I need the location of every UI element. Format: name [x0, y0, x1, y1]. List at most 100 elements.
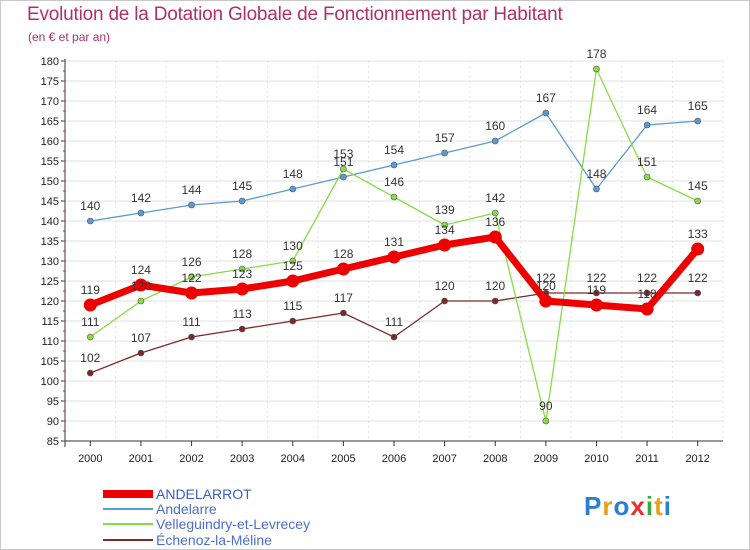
data-label-velleguindry-et-levrecey-2004: 130	[283, 239, 303, 253]
data-label--chenoz-la-m-line-2012: 122	[688, 271, 708, 285]
data-label-andelarrot-2000: 119	[81, 283, 100, 297]
data-point-velleguindry-et-levrecey-2004	[289, 257, 297, 265]
data-label--chenoz-la-m-line-2009: 122	[536, 271, 556, 285]
y-tick-label-115: 115	[41, 316, 59, 328]
y-tick-label-180: 180	[41, 56, 59, 68]
data-label-andelarrot-2010: 119	[587, 283, 606, 297]
y-tick-label-150: 150	[41, 176, 59, 188]
data-point--chenoz-la-m-line-2001	[137, 349, 145, 357]
data-label-andelarrot-2011: 118	[638, 287, 657, 301]
data-point-velleguindry-et-levrecey-2008	[491, 209, 499, 217]
data-label--chenoz-la-m-line-2008: 120	[485, 279, 505, 293]
data-point-andelarrot-2005	[336, 262, 350, 276]
data-point-velleguindry-et-levrecey-2006	[390, 193, 398, 201]
data-point-andelarre-2007	[441, 149, 448, 157]
data-point-velleguindry-et-levrecey-2003	[238, 265, 246, 273]
data-point-velleguindry-et-levrecey-2007	[441, 221, 448, 229]
data-label-andelarre-2011: 164	[637, 103, 657, 117]
data-point-velleguindry-et-levrecey-2002	[188, 273, 195, 281]
data-label-andelarrot-2001: 124	[131, 263, 151, 277]
data-point-andelarre-2005	[340, 173, 347, 181]
x-tick-label-2000: 2000	[78, 453, 102, 465]
data-point--chenoz-la-m-line-2008	[491, 297, 499, 305]
data-label-andelarrot-2005: 128	[333, 247, 353, 261]
data-point--chenoz-la-m-line-2007	[441, 297, 448, 305]
data-point-andelarre-2001	[137, 209, 145, 217]
data-point-andelarrot-2007	[438, 238, 452, 252]
data-label-andelarrot-2012: 133	[688, 227, 708, 241]
y-tick-label-135: 135	[41, 236, 59, 248]
x-tick-label-2007: 2007	[432, 453, 456, 465]
data-label--chenoz-la-m-line-2005: 117	[334, 291, 353, 305]
data-label-velleguindry-et-levrecey-2009: 90	[539, 399, 553, 413]
data-label--chenoz-la-m-line-2002: 111	[182, 315, 201, 329]
data-point--chenoz-la-m-line-2002	[188, 333, 195, 341]
data-point-andelarre-2008	[491, 137, 499, 145]
y-tick-label-145: 145	[41, 196, 59, 208]
data-label-andelarrot-2002: 122	[182, 271, 202, 285]
y-tick-label-110: 110	[41, 336, 59, 348]
legend-label-andelarrot: ANDELARROT	[156, 486, 252, 502]
data-label-velleguindry-et-levrecey-2000: 111	[81, 315, 100, 329]
x-tick-label-2006: 2006	[382, 453, 406, 465]
data-label-andelarrot-2006: 131	[384, 235, 404, 249]
x-tick-label-2009: 2009	[534, 453, 558, 465]
data-point-andelarrot-2006	[387, 250, 401, 264]
data-label--chenoz-la-m-line-2007: 120	[435, 279, 455, 293]
y-tick-label-175: 175	[41, 76, 59, 88]
data-point--chenoz-la-m-line-2000	[87, 369, 94, 377]
data-label--chenoz-la-m-line-2006: 111	[385, 315, 404, 329]
y-tick-label-95: 95	[47, 396, 59, 408]
data-label--chenoz-la-m-line-2000: 102	[80, 351, 100, 365]
x-tick-label-2003: 2003	[230, 453, 254, 465]
chart-title: Evolution de la Dotation Globale de Fonc…	[27, 4, 563, 25]
data-point--chenoz-la-m-line-2004	[289, 317, 297, 325]
data-point-velleguindry-et-levrecey-2005	[340, 165, 347, 173]
data-label--chenoz-la-m-line-2001: 107	[131, 331, 151, 345]
data-label-velleguindry-et-levrecey-2012: 145	[688, 179, 708, 193]
data-point-andelarre-2006	[390, 161, 398, 169]
legend-label-andelarre: Andelarre	[156, 501, 217, 517]
data-label-velleguindry-et-levrecey-2011: 151	[637, 155, 657, 169]
data-point-velleguindry-et-levrecey-2010	[593, 65, 600, 73]
data-point--chenoz-la-m-line-2006	[390, 333, 398, 341]
y-tick-label-120: 120	[41, 296, 59, 308]
data-point-andelarrot-2000	[83, 298, 97, 312]
data-point-andelarrot-2008	[488, 230, 502, 244]
y-tick-label-155: 155	[41, 156, 59, 168]
y-tick-label-90: 90	[47, 416, 59, 428]
data-point-andelarre-2002	[188, 201, 195, 209]
data-label-velleguindry-et-levrecey-2002: 126	[182, 255, 202, 269]
x-tick-label-2010: 2010	[584, 453, 608, 465]
data-label-velleguindry-et-levrecey-2001: 120	[131, 279, 151, 293]
data-point-andelarre-2010	[593, 185, 600, 193]
data-point--chenoz-la-m-line-2010	[593, 289, 600, 297]
data-point--chenoz-la-m-line-2012	[694, 289, 701, 297]
data-point-andelarre-2003	[238, 197, 246, 205]
data-label-andelarre-2003: 145	[232, 179, 252, 193]
data-label-andelarre-2004: 148	[283, 167, 303, 181]
data-label-andelarrot-2009: 120	[536, 279, 556, 293]
data-label-andelarre-2008: 160	[485, 119, 505, 133]
x-tick-label-2002: 2002	[179, 453, 203, 465]
data-label-andelarre-2007: 157	[435, 131, 455, 145]
data-point-velleguindry-et-levrecey-2000	[87, 333, 94, 341]
data-label-velleguindry-et-levrecey-2008: 142	[485, 191, 505, 205]
data-point-andelarre-2012	[694, 117, 701, 125]
y-tick-label-140: 140	[41, 216, 59, 228]
y-tick-label-165: 165	[41, 116, 59, 128]
data-label-andelarre-2002: 144	[182, 183, 202, 197]
legend-label--chenoz-la-m-line: Échenoz-la-Méline	[156, 532, 272, 548]
data-label--chenoz-la-m-line-2004: 115	[283, 299, 302, 313]
data-point-velleguindry-et-levrecey-2012	[694, 197, 701, 205]
data-point-andelarrot-2001	[134, 278, 148, 292]
y-tick-label-170: 170	[41, 96, 59, 108]
data-label--chenoz-la-m-line-2003: 113	[233, 307, 252, 321]
legend-label-velleguindry-et-levrecey: Velleguindry-et-Levrecey	[156, 516, 310, 532]
data-point-andelarrot-2002	[185, 286, 199, 300]
data-label-velleguindry-et-levrecey-2007: 139	[435, 203, 455, 217]
data-point-andelarre-2000	[87, 217, 94, 225]
data-point-andelarre-2004	[289, 185, 297, 193]
x-tick-label-2004: 2004	[281, 453, 305, 465]
